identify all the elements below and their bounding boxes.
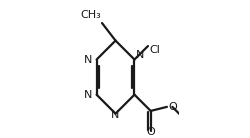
Text: O: O — [168, 102, 177, 112]
Text: Cl: Cl — [149, 45, 160, 55]
Text: O: O — [146, 127, 155, 137]
Text: CH₃: CH₃ — [80, 10, 101, 20]
Text: N: N — [111, 110, 120, 120]
Text: N: N — [136, 50, 144, 60]
Text: N: N — [84, 55, 92, 65]
Text: N: N — [84, 90, 92, 100]
